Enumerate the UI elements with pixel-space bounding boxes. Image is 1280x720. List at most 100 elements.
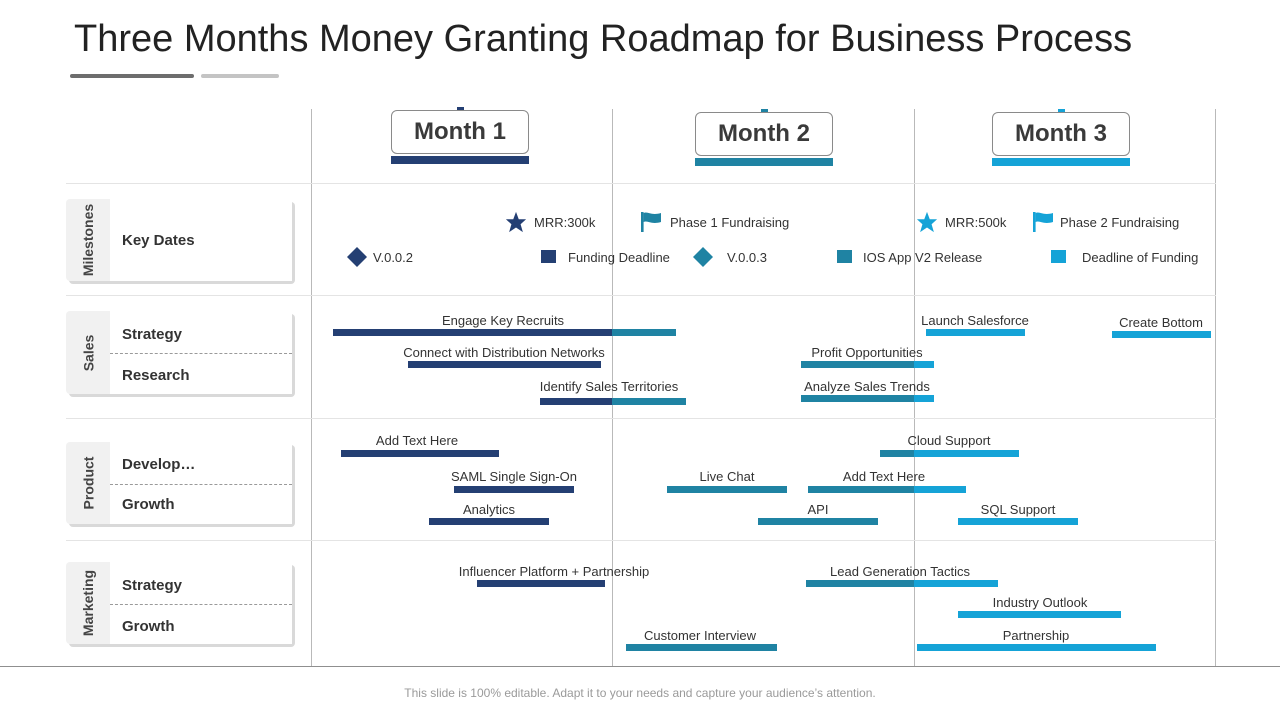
task-label: API xyxy=(807,502,829,517)
task-label: Lead Generation Tactics xyxy=(830,564,970,579)
milestone-label: Deadline of Funding xyxy=(1082,250,1199,265)
task-bar xyxy=(958,518,1078,525)
star-icon xyxy=(505,211,527,233)
task-bar xyxy=(454,486,574,493)
milestone-label: Phase 1 Fundraising xyxy=(670,215,790,230)
task-bar xyxy=(801,361,914,368)
milestone-label: MRR:500k xyxy=(945,215,1007,230)
task-label: Create Bottom xyxy=(1119,315,1203,330)
task-bar xyxy=(801,395,914,402)
task-label: Profit Opportunities xyxy=(811,345,923,360)
task-bar xyxy=(914,580,998,587)
task-bar xyxy=(612,398,686,405)
task-label: Identify Sales Territories xyxy=(539,379,679,394)
task-bar xyxy=(758,518,878,525)
grid-vline xyxy=(914,109,915,667)
row-label-sales-strategy: Strategy xyxy=(122,326,183,343)
milestone-label: Phase 2 Fundraising xyxy=(1060,215,1180,230)
task-label: Launch Salesforce xyxy=(921,313,1029,328)
month-2-bar xyxy=(695,158,833,166)
grid-vline xyxy=(1215,109,1216,667)
grid-vline xyxy=(612,109,613,667)
square-icon xyxy=(837,250,852,263)
task-bar xyxy=(612,329,676,336)
group-product: Product Develop… Growth xyxy=(66,442,292,524)
grid-vline xyxy=(311,109,312,667)
flag-icon xyxy=(641,212,661,232)
grid-hline xyxy=(66,295,1216,296)
title-underline xyxy=(70,74,194,78)
row-label-key-dates: Key Dates xyxy=(122,232,195,249)
task-bar xyxy=(914,361,934,368)
diamond-icon xyxy=(347,247,367,267)
task-bar xyxy=(958,611,1121,618)
task-label: Industry Outlook xyxy=(992,595,1088,610)
task-label: Add Text Here xyxy=(842,469,926,484)
task-bar xyxy=(806,580,914,587)
group-label-product: Product xyxy=(80,456,97,510)
task-label: Add Text Here xyxy=(375,433,459,448)
milestone-label: Funding Deadline xyxy=(568,250,670,265)
row-divider xyxy=(110,484,292,485)
task-bar xyxy=(917,644,1156,651)
group-milestones: Milestones Key Dates xyxy=(66,199,292,281)
bottom-rule xyxy=(0,666,1280,667)
row-label-product-develop: Develop… xyxy=(122,456,196,473)
task-label: Engage Key Recruits xyxy=(441,313,565,328)
task-bar xyxy=(1112,331,1211,338)
task-label: SQL Support xyxy=(980,502,1056,517)
task-label: Partnership xyxy=(1002,628,1070,643)
row-label-marketing-strategy: Strategy xyxy=(122,577,183,594)
milestone-label: V.0.0.3 xyxy=(727,250,768,265)
task-bar xyxy=(880,450,914,457)
title-underline-secondary xyxy=(201,74,279,78)
group-label-marketing: Marketing xyxy=(80,569,96,637)
month-3-bar xyxy=(992,158,1130,166)
task-bar xyxy=(341,450,499,457)
grid-hline xyxy=(66,418,1216,419)
task-label: Customer Interview xyxy=(644,628,756,643)
star-icon xyxy=(916,211,938,233)
milestone-label: IOS App V2 Release xyxy=(863,250,983,265)
grid-hline xyxy=(66,183,1216,184)
task-bar xyxy=(333,329,612,336)
task-bar xyxy=(914,450,1019,457)
task-bar xyxy=(626,644,777,651)
month-1-bar xyxy=(391,156,529,164)
diamond-icon xyxy=(693,247,713,267)
group-label-milestones: Milestones xyxy=(80,203,97,277)
grid-hline xyxy=(66,540,1216,541)
row-divider xyxy=(110,604,292,605)
square-icon xyxy=(541,250,556,263)
task-bar xyxy=(914,395,934,402)
row-label-product-growth: Growth xyxy=(122,496,175,513)
task-bar xyxy=(926,329,1025,336)
group-marketing: Marketing Strategy Growth xyxy=(66,562,292,644)
task-label: SAML Single Sign-On xyxy=(451,469,577,484)
group-sales: Sales Strategy Research xyxy=(66,311,292,394)
task-bar xyxy=(914,486,966,493)
task-label: Live Chat xyxy=(699,469,755,484)
row-divider xyxy=(110,353,292,354)
square-icon xyxy=(1051,250,1066,263)
task-bar xyxy=(477,580,605,587)
month-3-header: Month 3 xyxy=(992,112,1130,156)
flag-icon xyxy=(1033,212,1053,232)
task-bar xyxy=(408,361,601,368)
task-bar xyxy=(808,486,914,493)
page-title: Three Months Money Granting Roadmap for … xyxy=(74,18,1133,60)
task-label: Connect with Distribution Networks xyxy=(403,345,605,360)
footer-note: This slide is 100% editable. Adapt it to… xyxy=(404,686,876,700)
month-1-header: Month 1 xyxy=(391,110,529,154)
task-bar xyxy=(667,486,787,493)
milestone-label: V.0.0.2 xyxy=(373,250,414,265)
task-label: Cloud Support xyxy=(907,433,991,448)
row-label-marketing-growth: Growth xyxy=(122,618,175,635)
row-label-sales-research: Research xyxy=(122,367,190,384)
task-bar xyxy=(540,398,612,405)
task-label: Influencer Platform + Partnership xyxy=(458,564,650,579)
task-label: Analyze Sales Trends xyxy=(804,379,930,394)
task-label: Analytics xyxy=(462,502,516,517)
group-label-sales: Sales xyxy=(80,334,96,371)
task-bar xyxy=(429,518,549,525)
